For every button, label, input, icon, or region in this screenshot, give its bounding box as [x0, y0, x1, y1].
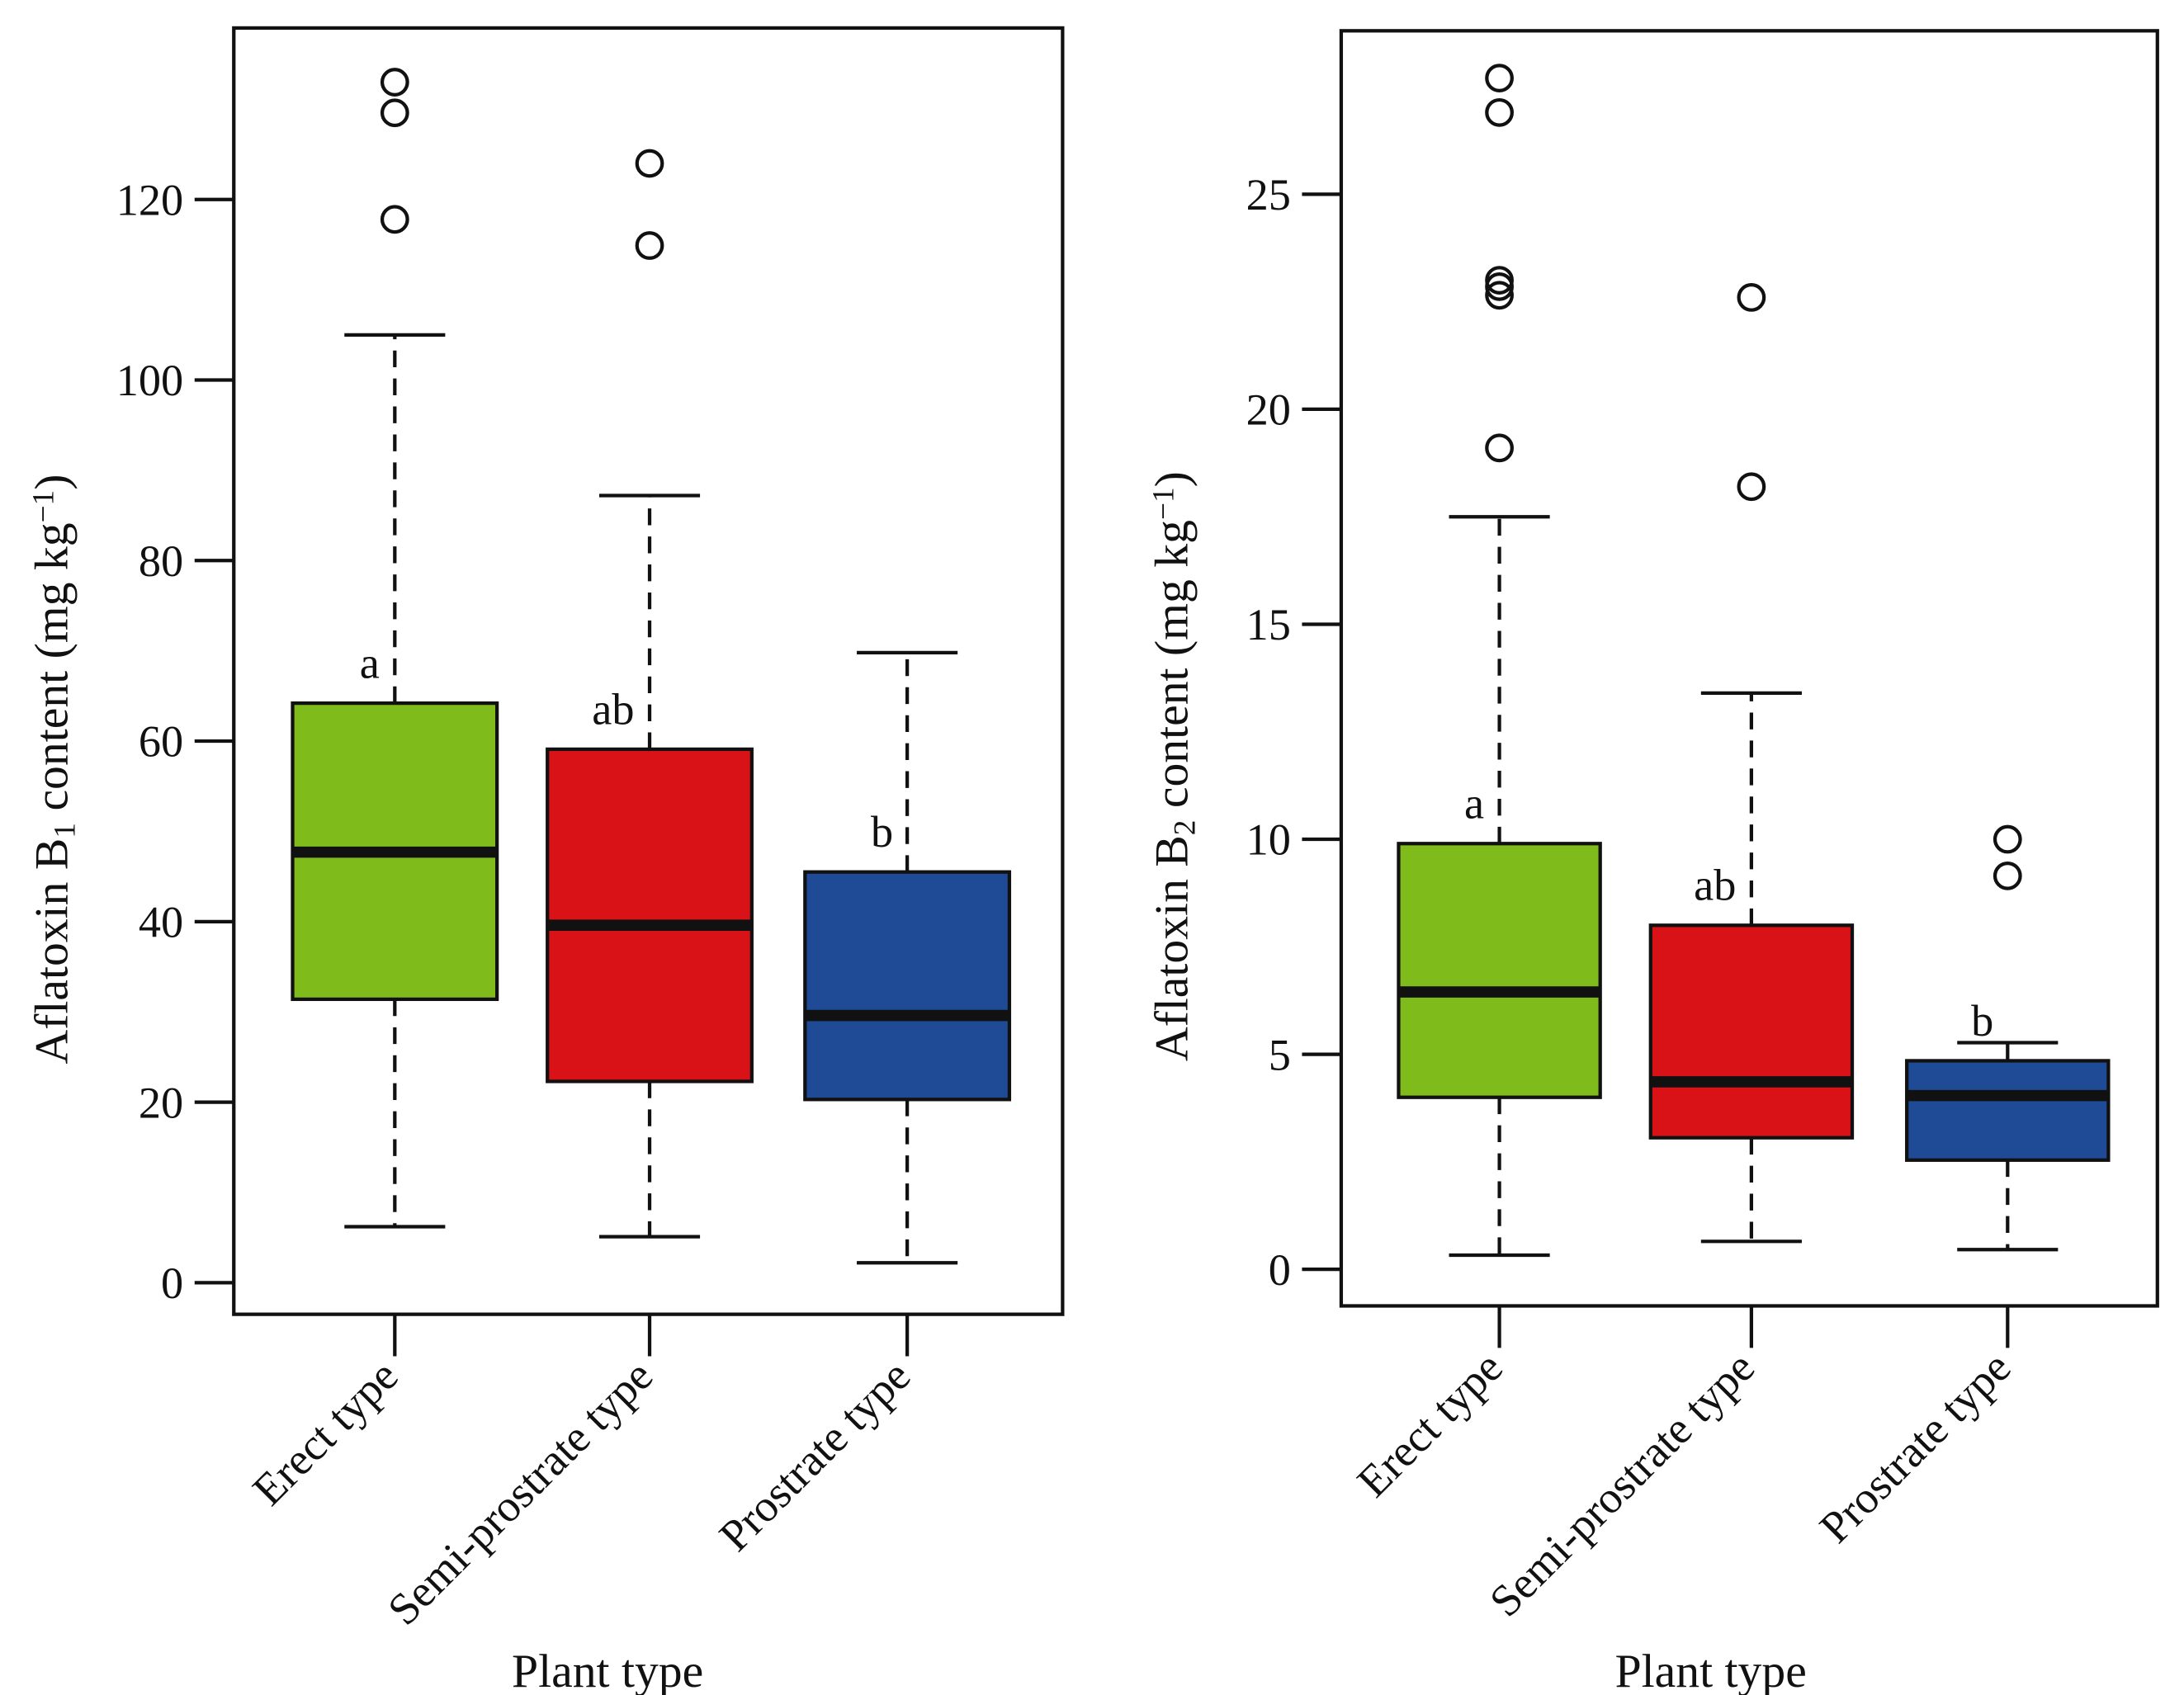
- outlier-point: [380, 68, 409, 97]
- box-iqr: [1397, 842, 1602, 1099]
- outlier-point: [1485, 64, 1514, 93]
- box-iqr: [803, 870, 1012, 1102]
- box-semi-prostrate-type: ab: [546, 149, 754, 1239]
- x-tick-label: Erect type: [1348, 1343, 1512, 1507]
- chart-panel-b1: 0 20 40 60 80 100 120 Aflatoxin B1 content (mg …: [26, 26, 1065, 1695]
- y-tick-label: 80: [139, 536, 183, 586]
- y-axis-label-ylabel-main: Aflatoxin B: [26, 838, 78, 1065]
- box-erect-type: a: [291, 68, 499, 1229]
- box-semi-prostrate-type: ab: [1648, 283, 1855, 1244]
- y-axis-label-ylabel-sup: −1: [1147, 487, 1181, 520]
- significance-letter: b: [1971, 996, 1993, 1046]
- box-prostrate-type: b: [1905, 824, 2111, 1252]
- y-tick-label: 20: [139, 1078, 183, 1127]
- y-axis-label-ylabel-main: Aflatoxin B: [1146, 835, 1198, 1061]
- outlier-point: [1485, 272, 1514, 301]
- significance-letter: a: [360, 639, 380, 688]
- y-tick-label: 10: [1246, 815, 1291, 865]
- outlier-point: [380, 98, 409, 128]
- y-axis-label-ylabel-rest: content (mg kg: [1146, 520, 1198, 819]
- y-tick-label: 5: [1269, 1030, 1291, 1079]
- significance-letter: a: [1464, 779, 1484, 829]
- y-axis-label-ylabel-end: ): [1146, 471, 1198, 487]
- y-tick-label: 0: [1269, 1245, 1291, 1295]
- outlier-point: [1993, 861, 2022, 890]
- box-iqr: [1905, 1059, 2111, 1162]
- x-axis-label: Plant type: [1615, 1645, 1807, 1695]
- outlier-point: [1737, 283, 1766, 312]
- x-tick-label: Prostrate type: [710, 1351, 919, 1560]
- y-tick-label: 15: [1246, 600, 1291, 649]
- y-axis-label-ylabel-end: ): [26, 475, 78, 490]
- x-tick-label: Semi-prostrate type: [1480, 1343, 1764, 1627]
- box-iqr: [546, 747, 754, 1084]
- outlier-point: [1737, 472, 1766, 502]
- box-iqr: [1648, 923, 1855, 1140]
- y-axis-label-ylabel-sub: 1: [49, 823, 83, 838]
- y-tick-label: 100: [116, 356, 183, 405]
- plot-frame: [1339, 29, 2159, 1308]
- y-axis-label: Aflatoxin B2 content (mg kg−1): [1146, 471, 1202, 1061]
- box-prostrate-type: b: [803, 650, 1012, 1265]
- significance-letter: ab: [592, 684, 634, 734]
- chart-panel-b2: 0 5 10 15 20 25 Aflatoxin B2 content (mg kg−1)…: [1146, 29, 2159, 1695]
- y-tick-label: 60: [139, 717, 183, 767]
- outlier-point: [380, 205, 409, 234]
- box-erect-type: a: [1397, 64, 1602, 1258]
- outlier-point: [1485, 97, 1514, 127]
- y-tick-label: 40: [139, 897, 183, 947]
- outlier-point: [635, 149, 664, 178]
- outlier-point: [1485, 433, 1514, 463]
- y-tick-label: 120: [116, 175, 183, 224]
- x-tick-label: Semi-prostrate type: [378, 1351, 662, 1635]
- y-tick-label: 0: [161, 1258, 183, 1308]
- y-axis-label-ylabel-sup: −1: [27, 490, 61, 523]
- outlier-point: [1993, 824, 2022, 854]
- significance-letter: ab: [1694, 861, 1736, 910]
- y-axis-label-ylabel-sub: 2: [1169, 820, 1203, 836]
- y-axis-label: Aflatoxin B1 content (mg kg−1): [26, 475, 82, 1065]
- x-tick-label: Prostrate type: [1810, 1343, 2020, 1552]
- x-axis-label: Plant type: [512, 1645, 703, 1695]
- x-tick-label: Erect type: [243, 1351, 408, 1515]
- significance-letter: b: [871, 807, 893, 857]
- y-tick-label: 20: [1246, 385, 1291, 435]
- y-tick-label: 25: [1246, 170, 1291, 220]
- outlier-point: [635, 231, 664, 260]
- outlier-point: [1485, 281, 1514, 310]
- y-axis-label-ylabel-rest: content (mg kg: [26, 522, 78, 822]
